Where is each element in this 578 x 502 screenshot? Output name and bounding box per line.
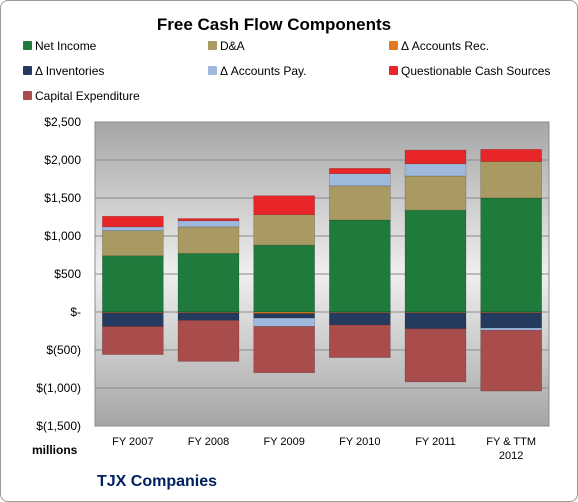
bar-danda	[329, 185, 391, 221]
bar-net-income	[404, 209, 467, 313]
x-tick-label: FY & TTM 2012	[486, 436, 536, 462]
bar-questionable-cash-sources	[480, 149, 542, 162]
bar-net-income	[480, 197, 542, 313]
y-tick-label: $1,000	[44, 229, 81, 243]
units-label: millions	[32, 443, 78, 457]
bar-danda	[253, 214, 315, 246]
bar-net-income	[102, 255, 164, 313]
legend-label: Net Income	[35, 39, 97, 53]
legend-swatch	[389, 66, 398, 75]
bar-inventories	[329, 312, 391, 326]
bar-accounts-pay	[102, 226, 164, 231]
y-tick-label: $2,000	[44, 153, 81, 167]
bar-danda	[102, 230, 164, 257]
legend-swatch	[208, 66, 217, 75]
bar-accounts-pay	[253, 317, 315, 327]
y-tick-label: $-	[70, 305, 81, 319]
legend-label: Δ Accounts Rec.	[401, 39, 490, 53]
bar-accounts-pay	[480, 327, 542, 331]
y-tick-label: $1,500	[44, 191, 81, 205]
y-tick-label: $2,500	[44, 115, 81, 129]
y-tick-label: $(500)	[46, 343, 81, 357]
bar-net-income	[177, 253, 240, 313]
bar-capital-expenditure	[404, 328, 467, 383]
bar-inventories	[404, 312, 467, 330]
bar-capital-expenditure	[480, 329, 542, 392]
bar-inventories	[480, 312, 542, 329]
x-tick-label: FY 2010	[339, 436, 380, 448]
legend-swatch	[23, 66, 32, 75]
bar-questionable-cash-sources	[102, 215, 164, 228]
bar-inventories	[102, 312, 164, 327]
legend-label: Capital Expenditure	[35, 89, 140, 103]
x-tick-label: FY 2007	[112, 436, 153, 448]
legend-swatch	[208, 41, 217, 50]
y-tick-label: $(1,500)	[36, 419, 81, 433]
bar-capital-expenditure	[102, 326, 164, 355]
legend-label: Δ Accounts Pay.	[220, 64, 307, 78]
company-name: TJX Companies	[97, 473, 218, 490]
bar-capital-expenditure	[253, 326, 315, 374]
x-tick-label: FY 2011	[415, 436, 456, 448]
x-tick-label: FY 2009	[263, 436, 304, 448]
legend-swatch	[23, 91, 32, 100]
x-tick-label: FY 2008	[188, 436, 229, 448]
bar-questionable-cash-sources	[177, 218, 240, 222]
bar-danda	[404, 175, 467, 211]
bar-capital-expenditure	[177, 320, 240, 362]
bar-accounts-pay	[404, 163, 467, 177]
bar-questionable-cash-sources	[253, 195, 315, 216]
y-tick-label: $(1,000)	[36, 381, 81, 395]
bar-questionable-cash-sources	[404, 149, 467, 165]
bar-questionable-cash-sources	[329, 168, 391, 174]
legend-swatch	[389, 41, 398, 50]
bar-inventories	[177, 312, 240, 321]
legend-label: Δ Inventories	[35, 64, 105, 78]
bar-capital-expenditure	[329, 324, 391, 358]
bar-accounts-pay	[329, 173, 391, 187]
chart-title: Free Cash Flow Components	[156, 15, 392, 34]
legend-swatch	[23, 41, 32, 50]
bar-danda	[480, 161, 542, 199]
legend-label: Questionable Cash Sources	[401, 64, 551, 78]
bar-danda	[177, 226, 240, 254]
legend-label: D&A	[220, 39, 245, 53]
bar-accounts-pay	[177, 220, 240, 228]
y-tick-label: $500	[54, 267, 81, 281]
bar-net-income	[329, 219, 391, 313]
bar-inventories	[253, 313, 315, 319]
bar-net-income	[253, 244, 315, 313]
